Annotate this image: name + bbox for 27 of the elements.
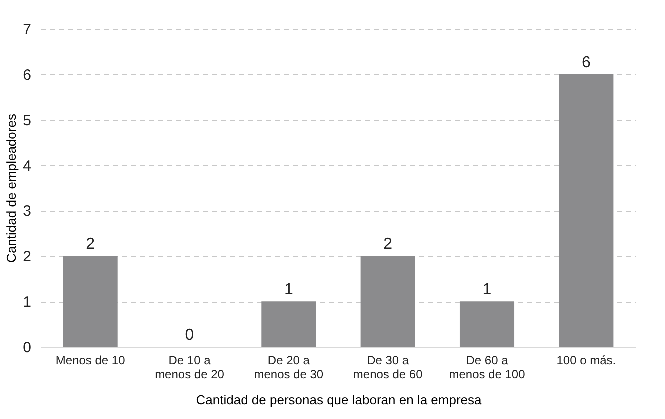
x-axis-title: Cantidad de personas que laboran en la empresa: [196, 392, 482, 408]
bar: [460, 302, 515, 347]
x-tick-label: De 60 a menos de 100: [449, 354, 526, 382]
y-tick-label: 0: [23, 340, 32, 356]
data-label: 1: [284, 282, 294, 299]
x-tick-label: 100 o más.: [556, 354, 616, 368]
y-tick-label: 5: [23, 112, 32, 130]
data-label: 0: [185, 327, 194, 344]
y-axis-title: Cantidad de empleadores: [4, 114, 20, 263]
data-label: 6: [582, 54, 591, 72]
data-label: 2: [384, 236, 393, 254]
y-tick-label: 4: [23, 158, 32, 175]
y-tick-label: 1: [23, 294, 32, 312]
bar: [63, 256, 118, 347]
y-tick-label: 7: [23, 22, 32, 38]
y-tick-label: 3: [23, 203, 32, 220]
x-tick-label: De 20 a menos de 30: [254, 354, 324, 382]
bar: [262, 302, 316, 347]
data-label: 2: [86, 236, 96, 254]
data-label: 1: [482, 282, 492, 299]
bar: [360, 256, 416, 347]
x-tick-label: De 30 a menos de 60: [353, 354, 424, 382]
bar: [559, 74, 614, 347]
x-tick-label: De 10 a menos de 20: [155, 354, 225, 382]
x-tick-label: Menos de 10: [56, 354, 126, 368]
y-tick-label: 2: [23, 248, 32, 266]
y-tick-label: 6: [23, 66, 32, 84]
